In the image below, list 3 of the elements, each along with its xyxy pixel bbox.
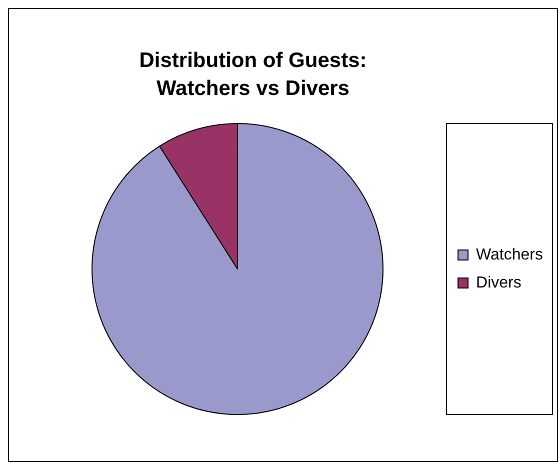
- chart-title: Distribution of Guests: Watchers vs Divers: [138, 48, 368, 102]
- legend-label: Divers: [476, 274, 522, 292]
- legend-label: Watchers: [476, 246, 544, 264]
